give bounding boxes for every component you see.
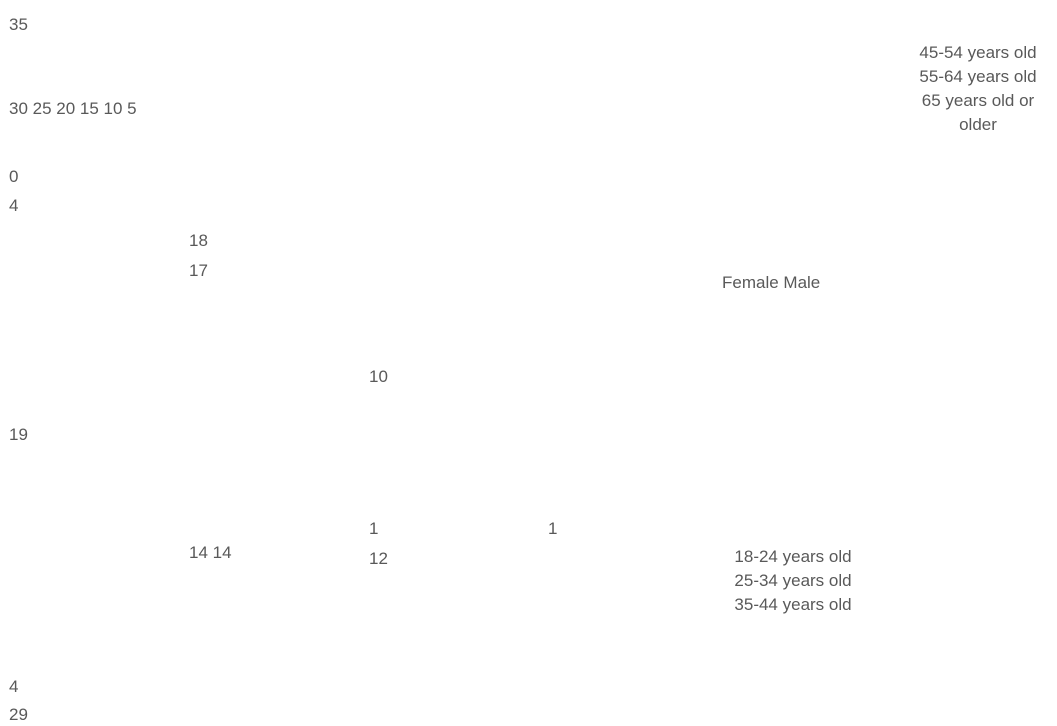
legend-entry: 45-54 years old [919, 43, 1037, 62]
legend-entry: 25-34 years old [734, 571, 852, 590]
legend-entry: 65 years old or older [921, 91, 1035, 134]
data-label: 1 [548, 519, 558, 538]
data-label: 18 [189, 231, 208, 250]
legend-entry: 18-24 years old [734, 547, 852, 566]
legend-entry: 35-44 years old [734, 595, 852, 614]
data-label: 1 [369, 519, 379, 538]
data-label: 4 [9, 677, 19, 696]
y-tick-top: 35 [9, 15, 28, 34]
data-label: 14 14 [189, 543, 232, 562]
legend-age-lower: 18-24 years old 25-34 years old 35-44 ye… [717, 545, 869, 617]
data-label: 10 [369, 367, 388, 386]
data-label: 12 [369, 549, 388, 568]
y-tick-row: 30 25 20 15 10 5 [9, 99, 137, 118]
legend-sex: Female Male [722, 273, 821, 292]
legend-entry: 55-64 years old [919, 67, 1037, 86]
data-label: 29 [9, 705, 28, 724]
data-label: 4 [9, 196, 19, 215]
data-label: 19 [9, 425, 28, 444]
legend-age-upper: 45-54 years old 55-64 years old 65 years… [903, 41, 1053, 137]
y-tick-zero: 0 [9, 167, 19, 186]
data-label: 17 [189, 261, 208, 280]
